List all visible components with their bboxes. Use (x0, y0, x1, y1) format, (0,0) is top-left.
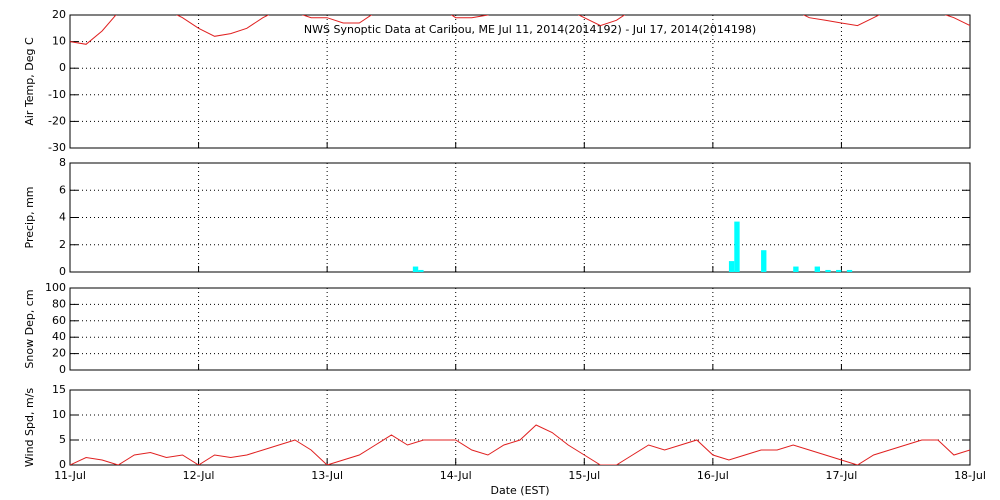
plot-frame (69, 389, 971, 466)
y-tick-label: 5 (59, 433, 66, 446)
bar (846, 269, 853, 272)
y-tick-label: 80 (52, 297, 66, 310)
y-tick-label: 0 (59, 61, 66, 74)
y-axis-label: Snow Dep, cm (23, 289, 36, 368)
y-tick-label: 60 (52, 314, 66, 327)
x-tick-label: 13-Jul (311, 469, 343, 482)
y-tick-label: -10 (48, 88, 66, 101)
plot-area (70, 424, 970, 465)
y-tick-label: 0 (59, 265, 66, 278)
y-tick-label: 6 (59, 183, 66, 196)
y-tick-label: 4 (59, 211, 66, 224)
y-tick-label: 2 (59, 238, 66, 251)
y-tick-label: 20 (52, 8, 66, 21)
x-tick-label: 18-Jul (954, 469, 986, 482)
y-tick-label: 40 (52, 330, 66, 343)
plot-area (70, 15, 970, 45)
x-tick-label: 11-Jul (54, 469, 86, 482)
data-line (70, 424, 970, 465)
bar (836, 269, 842, 272)
y-tick-label: 20 (52, 347, 66, 360)
x-tick-label: 12-Jul (183, 469, 215, 482)
y-tick-label: 0 (59, 363, 66, 376)
plot-frame (69, 14, 971, 149)
y-tick-label: -20 (48, 114, 66, 127)
y-tick-label: 10 (52, 408, 66, 421)
bar (793, 266, 799, 272)
y-tick-label: -30 (48, 141, 66, 154)
x-tick-label: 17-Jul (825, 469, 857, 482)
y-tick-label: 8 (59, 156, 66, 169)
bar (412, 266, 419, 272)
x-tick-label: 15-Jul (568, 469, 600, 482)
bar (418, 269, 424, 272)
chart-title: NWS Synoptic Data at Caribou, ME Jul 11,… (304, 23, 756, 36)
bar (734, 221, 740, 272)
plot-frame (69, 287, 971, 371)
y-tick-label: 0 (59, 458, 66, 471)
y-tick-label: 10 (52, 35, 66, 48)
bar (825, 269, 831, 272)
y-axis-label: Air Temp, Deg C (23, 37, 36, 126)
y-tick-label: 15 (52, 383, 66, 396)
bar (814, 266, 820, 272)
bar (728, 261, 735, 272)
data-line (70, 15, 970, 45)
x-tick-label: 14-Jul (440, 469, 472, 482)
y-axis-label: Precip, mm (23, 187, 36, 249)
x-tick-label: 16-Jul (697, 469, 729, 482)
plot-area (412, 221, 853, 272)
x-axis-label: Date (EST) (490, 484, 549, 497)
y-tick-label: 100 (45, 281, 66, 294)
y-axis-label: Wind Spd, m/s (23, 388, 36, 468)
bar (761, 250, 767, 272)
